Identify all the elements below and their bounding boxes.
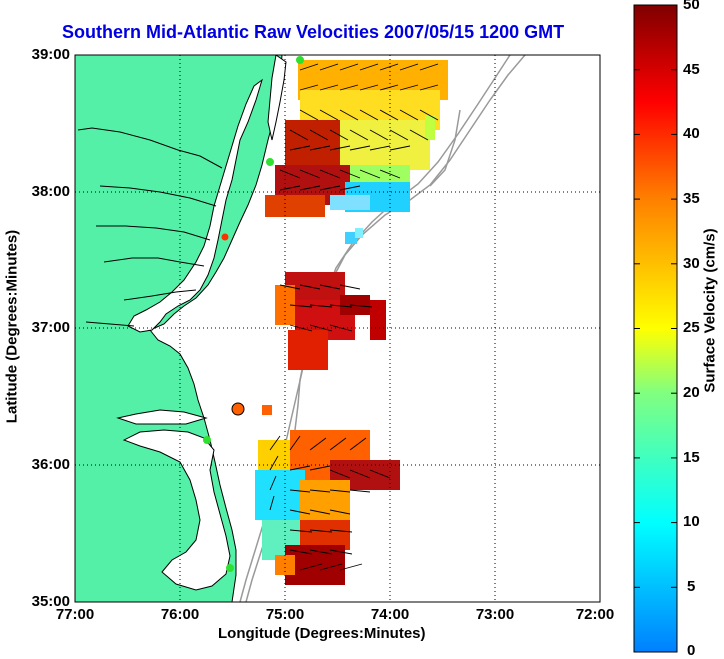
colorbar-tick-label: 30 bbox=[683, 255, 700, 272]
chesapeake-bay bbox=[127, 78, 263, 333]
colorbar-tick-label: 10 bbox=[683, 513, 700, 530]
x-tick-label: 74:00 bbox=[370, 606, 410, 623]
y-axis-label: Latitude (Degrees:Minutes) bbox=[3, 229, 21, 424]
y-tick-label: 39:00 bbox=[31, 46, 70, 63]
velocity-field-north bbox=[265, 60, 448, 244]
x-tick-label: 72:00 bbox=[575, 606, 615, 623]
colorbar-tick-label: 15 bbox=[683, 449, 700, 466]
colorbar-tick-label: 45 bbox=[683, 61, 700, 78]
radar-sites bbox=[203, 56, 304, 572]
colorbar-tick-label: 50 bbox=[683, 0, 700, 13]
colorbar bbox=[633, 4, 678, 653]
colorbar-tick-label: 35 bbox=[683, 190, 700, 207]
colorbar-tick-label: 20 bbox=[683, 384, 700, 401]
plot-frame bbox=[74, 54, 601, 603]
velocity-field-south bbox=[255, 430, 400, 585]
x-tick-label: 75:00 bbox=[265, 606, 305, 623]
chart-title: Southern Mid-Atlantic Raw Velocities 200… bbox=[62, 22, 565, 42]
y-tick-label: 35:00 bbox=[31, 593, 70, 610]
x-tick-label: 76:00 bbox=[160, 606, 200, 623]
x-tick-label: 77:00 bbox=[55, 606, 95, 623]
colorbar-tick-label: 40 bbox=[683, 125, 700, 142]
colorbar-label: Surface Velocity (cm/s) bbox=[701, 228, 719, 393]
colorbar-ticks bbox=[634, 69, 677, 588]
velocity-arrows bbox=[269, 63, 439, 571]
colorbar-tick-label: 25 bbox=[683, 319, 700, 336]
y-tick-label: 37:00 bbox=[31, 319, 70, 336]
y-tick-label: 38:00 bbox=[31, 183, 70, 200]
pamlico-sound bbox=[122, 429, 231, 591]
x-tick-label: 73:00 bbox=[475, 606, 515, 623]
colorbar-tick-label: 0 bbox=[687, 642, 696, 659]
albemarle-sound bbox=[116, 409, 208, 425]
y-tick-label: 36:00 bbox=[31, 456, 70, 473]
colorbar-tick-label: 5 bbox=[687, 578, 696, 595]
rivers bbox=[77, 127, 223, 327]
x-axis-label: Longitude (Degrees:Minutes) bbox=[218, 625, 426, 642]
